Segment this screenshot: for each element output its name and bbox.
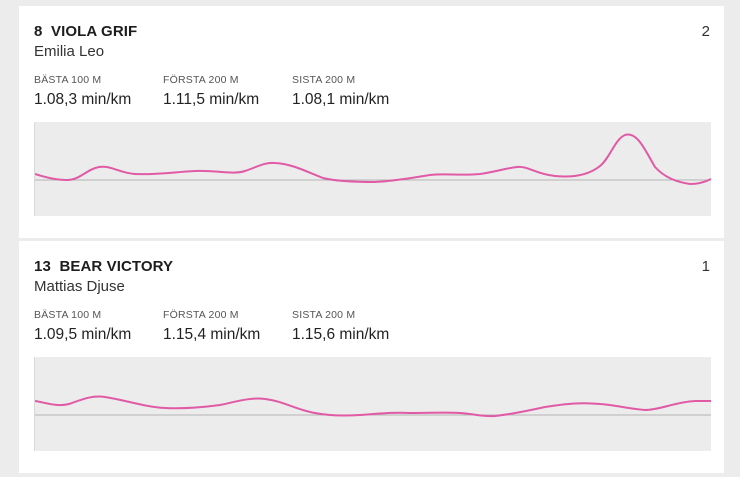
- driver-name: Mattias Djuse: [34, 278, 125, 295]
- speed-curve: [35, 395, 711, 418]
- stat-value: 1.08,3 min/km: [34, 91, 132, 108]
- horse-title: 8 VIOLA GRIF: [34, 23, 137, 40]
- start-number: 13: [34, 258, 51, 275]
- stat-value: 1.08,1 min/km: [292, 91, 390, 108]
- start-number: 8: [34, 23, 43, 40]
- stat-label: BÄSTA 100 M: [34, 74, 102, 86]
- horse-card[interactable]: 8 VIOLA GRIF Emilia Leo 2 BÄSTA 100 M 1.…: [19, 6, 724, 238]
- stat-label: FÖRSTA 200 M: [163, 74, 239, 86]
- stat-value: 1.11,5 min/km: [163, 91, 260, 108]
- horse-name: BEAR VICTORY: [59, 258, 174, 275]
- horse-card[interactable]: 13 BEAR VICTORY Mattias Djuse 1 BÄSTA 10…: [19, 241, 724, 473]
- stat-value: 1.15,4 min/km: [163, 326, 261, 343]
- stat-label: SISTA 200 M: [292, 309, 356, 321]
- stat-best-100: BÄSTA 100 M 1.09,5 min/km: [34, 309, 131, 344]
- stat-best-100: BÄSTA 100 M 1.08,3 min/km: [34, 74, 131, 109]
- stat-value: 1.15,6 min/km: [292, 326, 390, 343]
- stat-first-200: FÖRSTA 200 M 1.15,4 min/km: [163, 309, 260, 344]
- speed-graph: [34, 122, 711, 216]
- rank-number: 1: [701, 258, 710, 275]
- stat-label: BÄSTA 100 M: [34, 309, 102, 321]
- speed-graph: [34, 357, 711, 451]
- speed-graph-svg: [35, 395, 711, 418]
- speed-graph-svg: [35, 133, 711, 186]
- stat-label: SISTA 200 M: [292, 74, 356, 86]
- stat-value: 1.09,5 min/km: [34, 326, 132, 343]
- stat-label: FÖRSTA 200 M: [163, 309, 239, 321]
- stat-last-200: SISTA 200 M 1.08,1 min/km: [292, 74, 389, 109]
- rank-number: 2: [701, 23, 710, 40]
- horse-name: VIOLA GRIF: [51, 23, 138, 40]
- driver-name: Emilia Leo: [34, 43, 105, 60]
- speed-curve: [35, 133, 711, 186]
- horse-title: 13 BEAR VICTORY: [34, 258, 173, 275]
- stat-first-200: FÖRSTA 200 M 1.11,5 min/km: [163, 74, 259, 109]
- stat-last-200: SISTA 200 M 1.15,6 min/km: [292, 309, 389, 344]
